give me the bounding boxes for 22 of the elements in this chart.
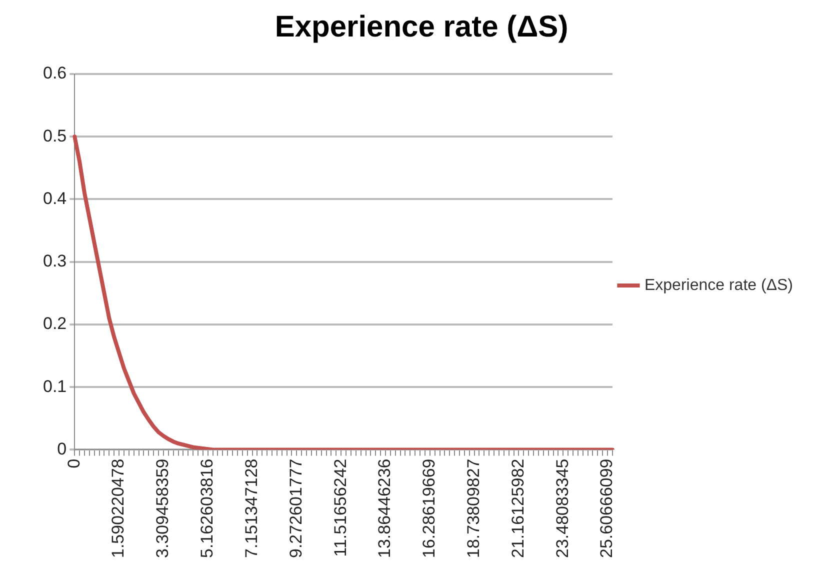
x-tick-label: 23.48083345 [552, 458, 572, 558]
x-tick-label: 1.590220478 [108, 458, 128, 558]
x-tick-label: 25.60666099 [597, 458, 616, 558]
x-tick-label: 18.73809827 [464, 458, 483, 558]
x-tick-label: 3.309458359 [153, 458, 172, 558]
x-tick-label: 13.86446236 [375, 458, 394, 558]
chart-title: Experience rate (ΔS) [274, 10, 568, 44]
y-tick-label: 0.1 [42, 376, 67, 396]
x-tick-label: 16.28619669 [420, 458, 439, 558]
legend-label: Experience rate (ΔS) [644, 276, 794, 294]
y-tick-label: 0.6 [42, 64, 67, 83]
y-tick-label: 0.2 [42, 314, 67, 334]
y-tick-label: 0.4 [42, 188, 67, 208]
y-tick-label: 0 [57, 439, 67, 458]
x-tick-label: 7.151347128 [242, 458, 261, 558]
y-tick-label: 0.5 [42, 126, 67, 146]
x-tick-label: 21.16125982 [508, 458, 528, 558]
x-tick-label: 11.51656242 [330, 458, 350, 557]
x-tick-label: 0 [64, 458, 84, 468]
x-tick-label: 5.162603816 [198, 458, 217, 558]
x-tick-label: 9.272601777 [286, 458, 306, 558]
y-tick-label: 0.3 [42, 252, 67, 271]
